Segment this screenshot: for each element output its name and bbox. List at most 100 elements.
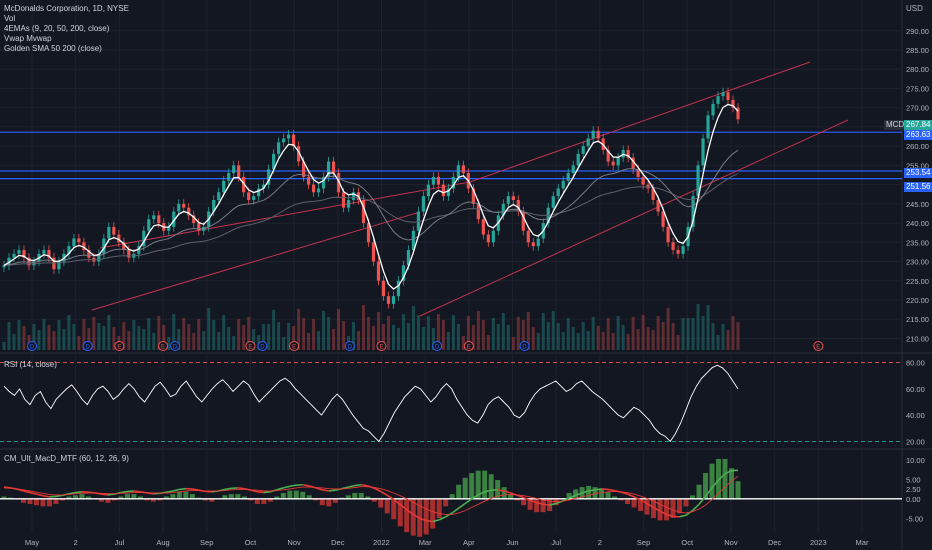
macd-histogram-bar: [397, 498, 403, 527]
macd-histogram-bar: [40, 498, 46, 507]
macd-histogram-bar: [319, 498, 325, 506]
candle-body: [232, 165, 236, 174]
x-tick-label-8: 2022: [373, 538, 390, 547]
volume-bar: [317, 331, 321, 350]
event-marker-label-3: D: [173, 345, 178, 351]
volume-bar: [342, 321, 346, 350]
volume-bar: [92, 317, 96, 350]
macd-histogram-bar: [638, 498, 644, 512]
event-marker-label-14: E: [816, 345, 820, 351]
candle-body: [536, 238, 540, 247]
volume-bar: [207, 308, 211, 350]
candle-body: [461, 165, 465, 174]
macd-tick-label-0: 10.00: [906, 456, 925, 465]
volume-bar: [611, 333, 615, 350]
macd-histogram-bar: [241, 496, 247, 500]
macd-title[interactable]: CM_Ult_MacD_MTF (60, 12, 26, 9): [4, 454, 129, 463]
macd-line-segment: [341, 486, 349, 490]
volume-bar: [531, 327, 535, 350]
candle-body: [316, 188, 321, 193]
level-2-tag: 253.54: [904, 168, 932, 178]
volume-bar: [591, 317, 595, 350]
candle-body: [22, 250, 26, 258]
indicator-vol[interactable]: Vol: [4, 14, 16, 23]
macd-histogram-bar: [599, 488, 605, 500]
candle-body: [436, 176, 441, 185]
candle-body: [296, 146, 301, 162]
volume-bar: [401, 314, 405, 350]
macd-histogram-bar: [410, 498, 416, 536]
candle-body: [391, 296, 396, 304]
macd-line-segment: [283, 485, 290, 489]
macd-line-segment: [549, 502, 557, 506]
volume-bar: [97, 323, 101, 350]
symbol-title[interactable]: McDonalds Corporation, 1D, NYSE: [4, 4, 129, 13]
macd-histogram-bar: [456, 484, 462, 500]
candle-body: [491, 230, 495, 243]
candle-body: [651, 188, 655, 200]
x-tick-label-9: Mar: [419, 538, 432, 547]
candle-body: [57, 261, 61, 270]
macd-line-segment: [276, 487, 284, 491]
volume-bar: [37, 330, 41, 350]
candle-body: [576, 153, 580, 166]
macd-line-segment: [120, 490, 128, 494]
event-marker-7: [432, 341, 443, 351]
volume-bar: [726, 330, 730, 350]
macd-histogram-bar: [326, 498, 332, 507]
candle-body: [227, 173, 231, 181]
macd-histogram-bar: [248, 498, 254, 501]
volume-bar: [701, 316, 705, 350]
volume-bar: [606, 318, 610, 350]
x-tick-label-15: Oct: [681, 538, 694, 547]
volume-bar: [561, 332, 565, 350]
volume-bar: [112, 327, 116, 350]
candle-body: [301, 161, 306, 177]
event-marker-5: [257, 341, 268, 351]
volume-bar: [357, 331, 361, 350]
rsi-title[interactable]: RSI (14, close): [4, 360, 57, 369]
volume-bar: [277, 322, 281, 350]
candle-body: [321, 176, 326, 189]
candle-body: [52, 257, 56, 270]
volume-bar: [476, 311, 480, 350]
volume-bar: [82, 319, 86, 350]
price-tick-label-13: 225.00: [906, 277, 929, 286]
volume-bar: [122, 322, 126, 350]
macd-histogram-bar: [586, 485, 592, 500]
macd-line-segment: [543, 503, 550, 506]
macd-histogram-bar: [66, 496, 72, 500]
macd-line-segment: [659, 510, 667, 516]
macd-histogram-bar: [274, 496, 280, 500]
candle-body: [326, 161, 331, 177]
indicator-vwap[interactable]: Vwap Mvwap: [4, 34, 52, 43]
x-tick-label-16: Nov: [724, 538, 738, 547]
macd-histogram-bar: [644, 498, 650, 515]
event-marker-label-5: D: [260, 345, 265, 351]
event-marker-label-12: E: [292, 345, 296, 351]
candle-body: [242, 176, 246, 193]
volume-bar: [571, 327, 575, 350]
macd-line-segment: [646, 502, 654, 509]
macd-line-segment: [627, 493, 635, 498]
candle-body: [117, 234, 121, 243]
volume-bar: [551, 311, 555, 350]
volume-bar: [721, 324, 725, 350]
macd-histogram-bar: [378, 498, 384, 508]
macd-histogram-bar: [280, 492, 286, 500]
macd-histogram-bar: [709, 463, 715, 500]
candle-body: [636, 169, 640, 177]
macd-histogram-bar: [677, 498, 683, 514]
candle-body: [396, 280, 401, 297]
candle-body: [72, 238, 76, 247]
volume-bar: [62, 329, 66, 350]
macd-line-segment: [172, 488, 180, 492]
macd-histogram-bar: [183, 491, 189, 500]
volume-bar: [431, 328, 435, 350]
macd-histogram-bar: [235, 494, 241, 500]
indicator-golden-sma[interactable]: Golden SMA 50 200 (close): [4, 44, 102, 53]
macd-line-segment: [68, 491, 76, 495]
volume-bar: [471, 325, 475, 350]
candle-body: [606, 150, 610, 162]
indicator-emas[interactable]: 4EMAs (9, 20, 50, 200, close): [4, 24, 110, 33]
